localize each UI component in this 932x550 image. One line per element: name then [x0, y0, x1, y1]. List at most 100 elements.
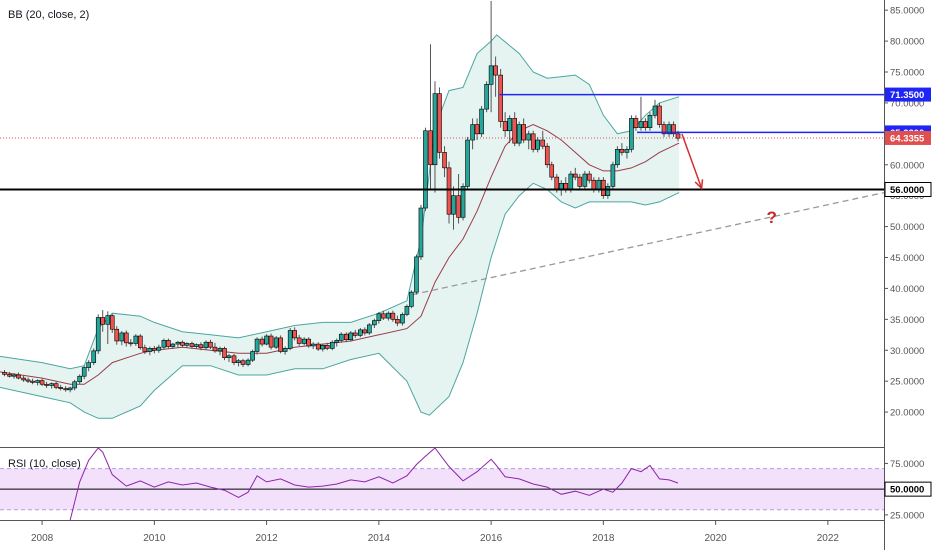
candle: [605, 183, 611, 199]
candle: [367, 323, 372, 335]
candle: [287, 327, 293, 351]
candle: [119, 331, 125, 346]
candle: [615, 146, 620, 168]
candle: [58, 384, 63, 391]
bear-candle-body: [362, 329, 368, 334]
y-tick-label: 70.0000: [890, 98, 924, 109]
candle: [95, 314, 101, 354]
bull-candle-body: [414, 256, 419, 293]
bear-candle-body: [544, 145, 550, 166]
candle: [208, 339, 213, 350]
candle: [601, 177, 606, 199]
candle: [540, 130, 546, 150]
candle: [217, 346, 223, 356]
candle: [446, 161, 452, 224]
bear-candle-body: [390, 312, 396, 320]
rsi-tag-label: 50.0000: [890, 485, 924, 496]
bull-candle-body: [250, 351, 255, 361]
candle: [474, 118, 480, 141]
candle: [502, 112, 508, 137]
bb-lower-band: [0, 182, 680, 419]
bull-candle-body: [484, 84, 489, 110]
bear-candle-body: [100, 317, 106, 325]
candle: [315, 342, 321, 351]
bear-candle-body: [152, 348, 157, 351]
bull-candle-body: [624, 149, 630, 153]
candle: [2, 370, 7, 377]
candle: [301, 337, 307, 346]
bull-candle-body: [301, 338, 307, 344]
bull-candle-body: [184, 343, 190, 346]
bear-candle-body: [114, 328, 120, 342]
candle: [236, 358, 241, 367]
bear-candle-body: [240, 360, 246, 365]
candle: [138, 334, 143, 350]
candle: [647, 112, 653, 131]
candle: [451, 186, 456, 230]
bull-candle-body: [11, 374, 17, 377]
bear-candle-body: [442, 152, 447, 169]
bear-candle-body: [446, 167, 452, 215]
bull-candle-body: [338, 333, 344, 341]
bear-candle-body: [58, 387, 63, 389]
candle: [296, 334, 302, 346]
candle: [67, 386, 73, 393]
rsi-y-tick-label: 75.0000: [890, 459, 924, 470]
bear-candle-body: [498, 74, 503, 122]
bull-candle-body: [507, 118, 512, 132]
candle: [7, 371, 12, 378]
rsi-pane: [0, 447, 884, 521]
bull-candle-body: [254, 338, 260, 352]
candle: [619, 143, 625, 156]
candle: [633, 115, 639, 131]
candle: [582, 170, 588, 190]
candle: [53, 381, 59, 390]
bear-candle-body: [109, 315, 115, 330]
rsi-indicator-label[interactable]: RSI (10, close): [8, 458, 81, 470]
candle: [44, 381, 49, 388]
bull-candle-body: [647, 114, 653, 128]
candle: [666, 121, 672, 137]
candle: [479, 106, 484, 137]
bear-candle-body: [657, 105, 662, 125]
bull-candle-body: [282, 348, 288, 352]
candle: [189, 341, 195, 349]
bull-candle-body: [67, 387, 73, 391]
candle: [278, 335, 283, 354]
candle: [198, 342, 204, 351]
price-tag-blue: [885, 87, 931, 102]
bull-candle-body: [226, 355, 232, 358]
candle: [395, 315, 400, 327]
bear-candle-body: [675, 133, 681, 139]
bear-candle-body: [222, 348, 227, 358]
bear-candle-body: [474, 124, 480, 135]
candle: [156, 344, 162, 353]
bull-candle-body: [217, 348, 223, 352]
bear-candle-body: [521, 124, 526, 141]
candle: [324, 342, 330, 351]
bull-candle-body: [535, 139, 540, 150]
bear-candle-body: [63, 388, 68, 391]
candle: [123, 330, 129, 347]
candle: [100, 310, 106, 332]
bull-candle-body: [488, 65, 494, 85]
bull-candle-body: [372, 320, 377, 326]
bear-candle-body: [540, 139, 546, 147]
candle: [166, 338, 171, 349]
price-tag-label: 71.3500: [890, 90, 924, 101]
bull-candle-body: [516, 124, 522, 144]
bb-indicator-label[interactable]: BB (20, close, 2): [8, 9, 90, 21]
bull-candle-body: [310, 343, 316, 347]
bull-candle-body: [386, 312, 391, 319]
bull-candle-body: [170, 343, 176, 347]
bull-candle-body: [194, 344, 199, 347]
candle: [329, 340, 335, 351]
bull-candle-body: [582, 173, 588, 187]
bear-candle-body: [53, 383, 59, 388]
candle: [35, 379, 40, 386]
candle: [409, 290, 414, 309]
candle: [334, 338, 340, 347]
bear-candle-body: [671, 124, 676, 135]
candle: [643, 118, 648, 131]
